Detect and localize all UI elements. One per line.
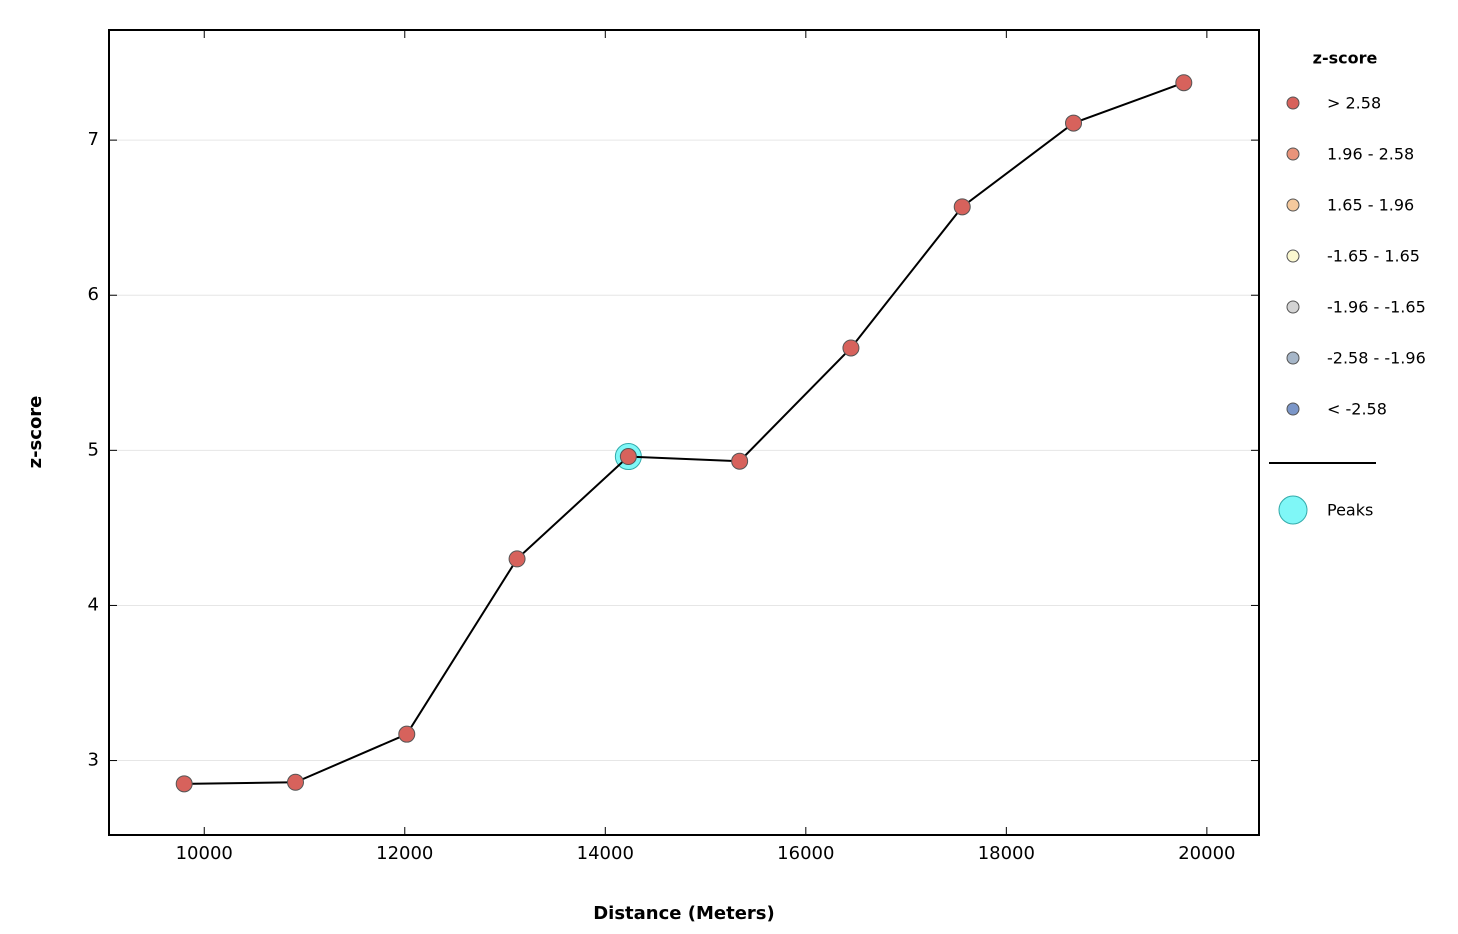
x-tick-label: 14000 — [577, 843, 634, 864]
legend-label: 1.65 - 1.96 — [1327, 196, 1414, 215]
point — [1065, 114, 1083, 132]
legend-label: < -2.58 — [1327, 400, 1387, 419]
x-tick-label: 12000 — [376, 843, 433, 864]
line — [184, 81, 1185, 785]
x-axis-label: Distance (Meters) — [593, 903, 775, 924]
x-tick-label: 18000 — [978, 843, 1035, 864]
point — [286, 773, 304, 791]
legend-label: 1.96 - 2.58 — [1327, 145, 1414, 164]
legend-swatch — [1286, 147, 1300, 161]
legend-swatch — [1286, 402, 1300, 416]
legend-label: Peaks — [1327, 501, 1373, 520]
y-tick-label: 4 — [88, 594, 99, 615]
legend-swatch — [1286, 351, 1300, 365]
legend-swatch — [1286, 96, 1300, 110]
point — [842, 339, 860, 357]
legend-label: -2.58 - -1.96 — [1327, 349, 1426, 368]
legend-swatch — [1286, 198, 1300, 212]
y-tick-label: 3 — [88, 750, 99, 771]
point — [398, 725, 416, 743]
legend-label: > 2.58 — [1327, 94, 1381, 113]
point — [1175, 74, 1193, 92]
point — [619, 448, 637, 466]
point — [175, 775, 193, 793]
plot-frame — [108, 29, 1260, 836]
x-tick-label: 20000 — [1178, 843, 1235, 864]
legend-swatch — [1286, 249, 1300, 263]
legend-swatch — [1278, 495, 1308, 525]
legend-label: -1.96 - -1.65 — [1327, 298, 1426, 317]
point — [508, 550, 526, 568]
y-tick-label: 7 — [88, 129, 99, 150]
legend-swatch — [1286, 300, 1300, 314]
y-tick-label: 6 — [88, 284, 99, 305]
legend-label: -1.65 - 1.65 — [1327, 247, 1420, 266]
point — [731, 452, 749, 470]
x-tick-label: 10000 — [176, 843, 233, 864]
legend-title: z-score — [1313, 49, 1378, 68]
point — [953, 198, 971, 216]
y-axis-label: z-score — [25, 396, 46, 469]
x-tick-label: 16000 — [777, 843, 834, 864]
y-tick-label: 5 — [88, 439, 99, 460]
